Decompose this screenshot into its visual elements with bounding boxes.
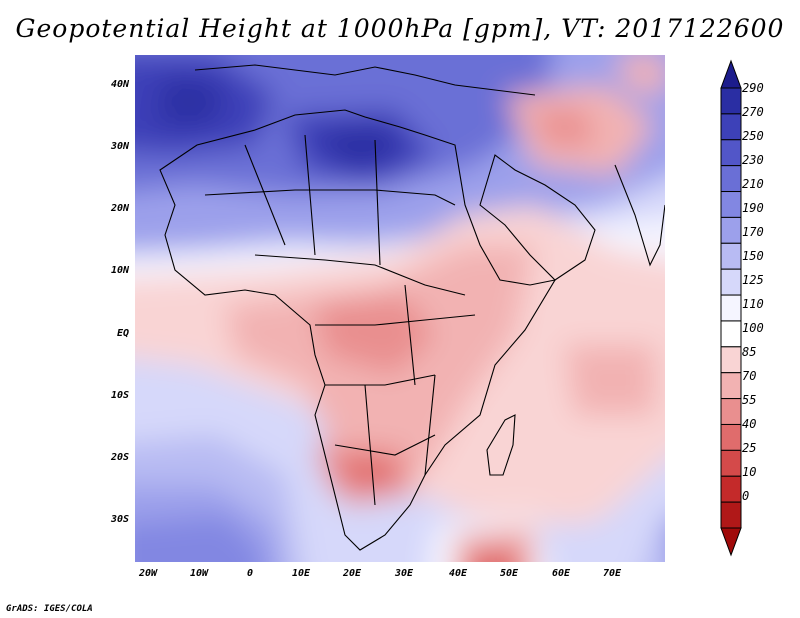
colorbar <box>720 59 742 557</box>
colorbar-label: 110 <box>742 297 764 311</box>
colorbar-label: 125 <box>742 273 764 287</box>
lon-label-50e: 50E <box>499 568 519 579</box>
coastline-boundaries <box>159 64 665 551</box>
colorbar-label: 55 <box>742 393 757 407</box>
colorbar-swatch <box>720 113 742 141</box>
lat-label-40n: 40N <box>110 79 129 90</box>
colorbar-swatch <box>720 165 742 193</box>
colorbar-swatch <box>720 346 742 374</box>
lon-label-10w: 10W <box>189 568 209 579</box>
colorbar-label: 70 <box>742 369 757 383</box>
grads-credit: GrADS: IGES/COLA <box>6 604 93 614</box>
colorbar-label: 270 <box>742 105 764 119</box>
colorbar-label: 190 <box>742 201 764 215</box>
colorbar-swatch <box>720 294 742 322</box>
colorbar-swatch <box>720 398 742 425</box>
lon-label-70e: 70E <box>602 568 622 579</box>
colorbar-label: 25 <box>742 441 757 455</box>
colorbar-swatch <box>720 139 742 167</box>
colorbar-swatch <box>720 320 742 348</box>
lon-label-30e: 30E <box>394 568 414 579</box>
colorbar-top-arrow <box>720 59 742 89</box>
lat-label-10n: 10N <box>110 265 129 276</box>
map-canvas <box>135 55 665 562</box>
height-field <box>135 55 665 562</box>
geopotential-map <box>135 55 665 562</box>
colorbar-label: 230 <box>742 153 764 167</box>
colorbar-swatch <box>720 475 742 503</box>
lat-label-eq: EQ <box>116 328 129 339</box>
colorbar-label: 40 <box>742 417 757 431</box>
lon-label-0: 0 <box>246 568 254 579</box>
lat-label-30s: 30S <box>110 514 129 525</box>
colorbar-swatch <box>720 449 742 477</box>
lat-label-10s: 10S <box>110 390 129 401</box>
colorbar-swatch <box>720 501 742 529</box>
colorbar-swatch <box>720 423 742 451</box>
lat-label-20s: 20S <box>110 452 129 463</box>
colorbar-swatch <box>720 242 742 270</box>
colorbar-swatch <box>720 372 742 400</box>
lon-label-40e: 40E <box>448 568 468 579</box>
lat-label-30n: 30N <box>110 141 129 152</box>
colorbar-label: 10 <box>742 465 757 479</box>
colorbar-swatch <box>720 87 742 115</box>
map-title: Geopotential Height at 1000hPa [gpm], VT… <box>15 14 785 43</box>
colorbar-swatch <box>720 191 742 218</box>
colorbar-label: 170 <box>742 225 764 239</box>
colorbar-label: 210 <box>742 177 764 191</box>
lon-label-10e: 10E <box>291 568 311 579</box>
lat-label-20n: 20N <box>110 203 129 214</box>
colorbar-swatch <box>720 216 742 244</box>
lon-label-20w: 20W <box>138 568 158 579</box>
colorbar-label: 250 <box>742 129 764 143</box>
colorbar-bottom-arrow <box>720 527 742 557</box>
colorbar-swatch <box>720 268 742 296</box>
colorbar-label: 100 <box>742 321 764 335</box>
colorbar-label: 85 <box>742 345 757 359</box>
lon-label-60e: 60E <box>551 568 571 579</box>
lon-label-20e: 20E <box>342 568 362 579</box>
colorbar-label: 290 <box>742 81 764 95</box>
colorbar-label: 150 <box>742 249 764 263</box>
colorbar-label: 0 <box>742 489 750 503</box>
